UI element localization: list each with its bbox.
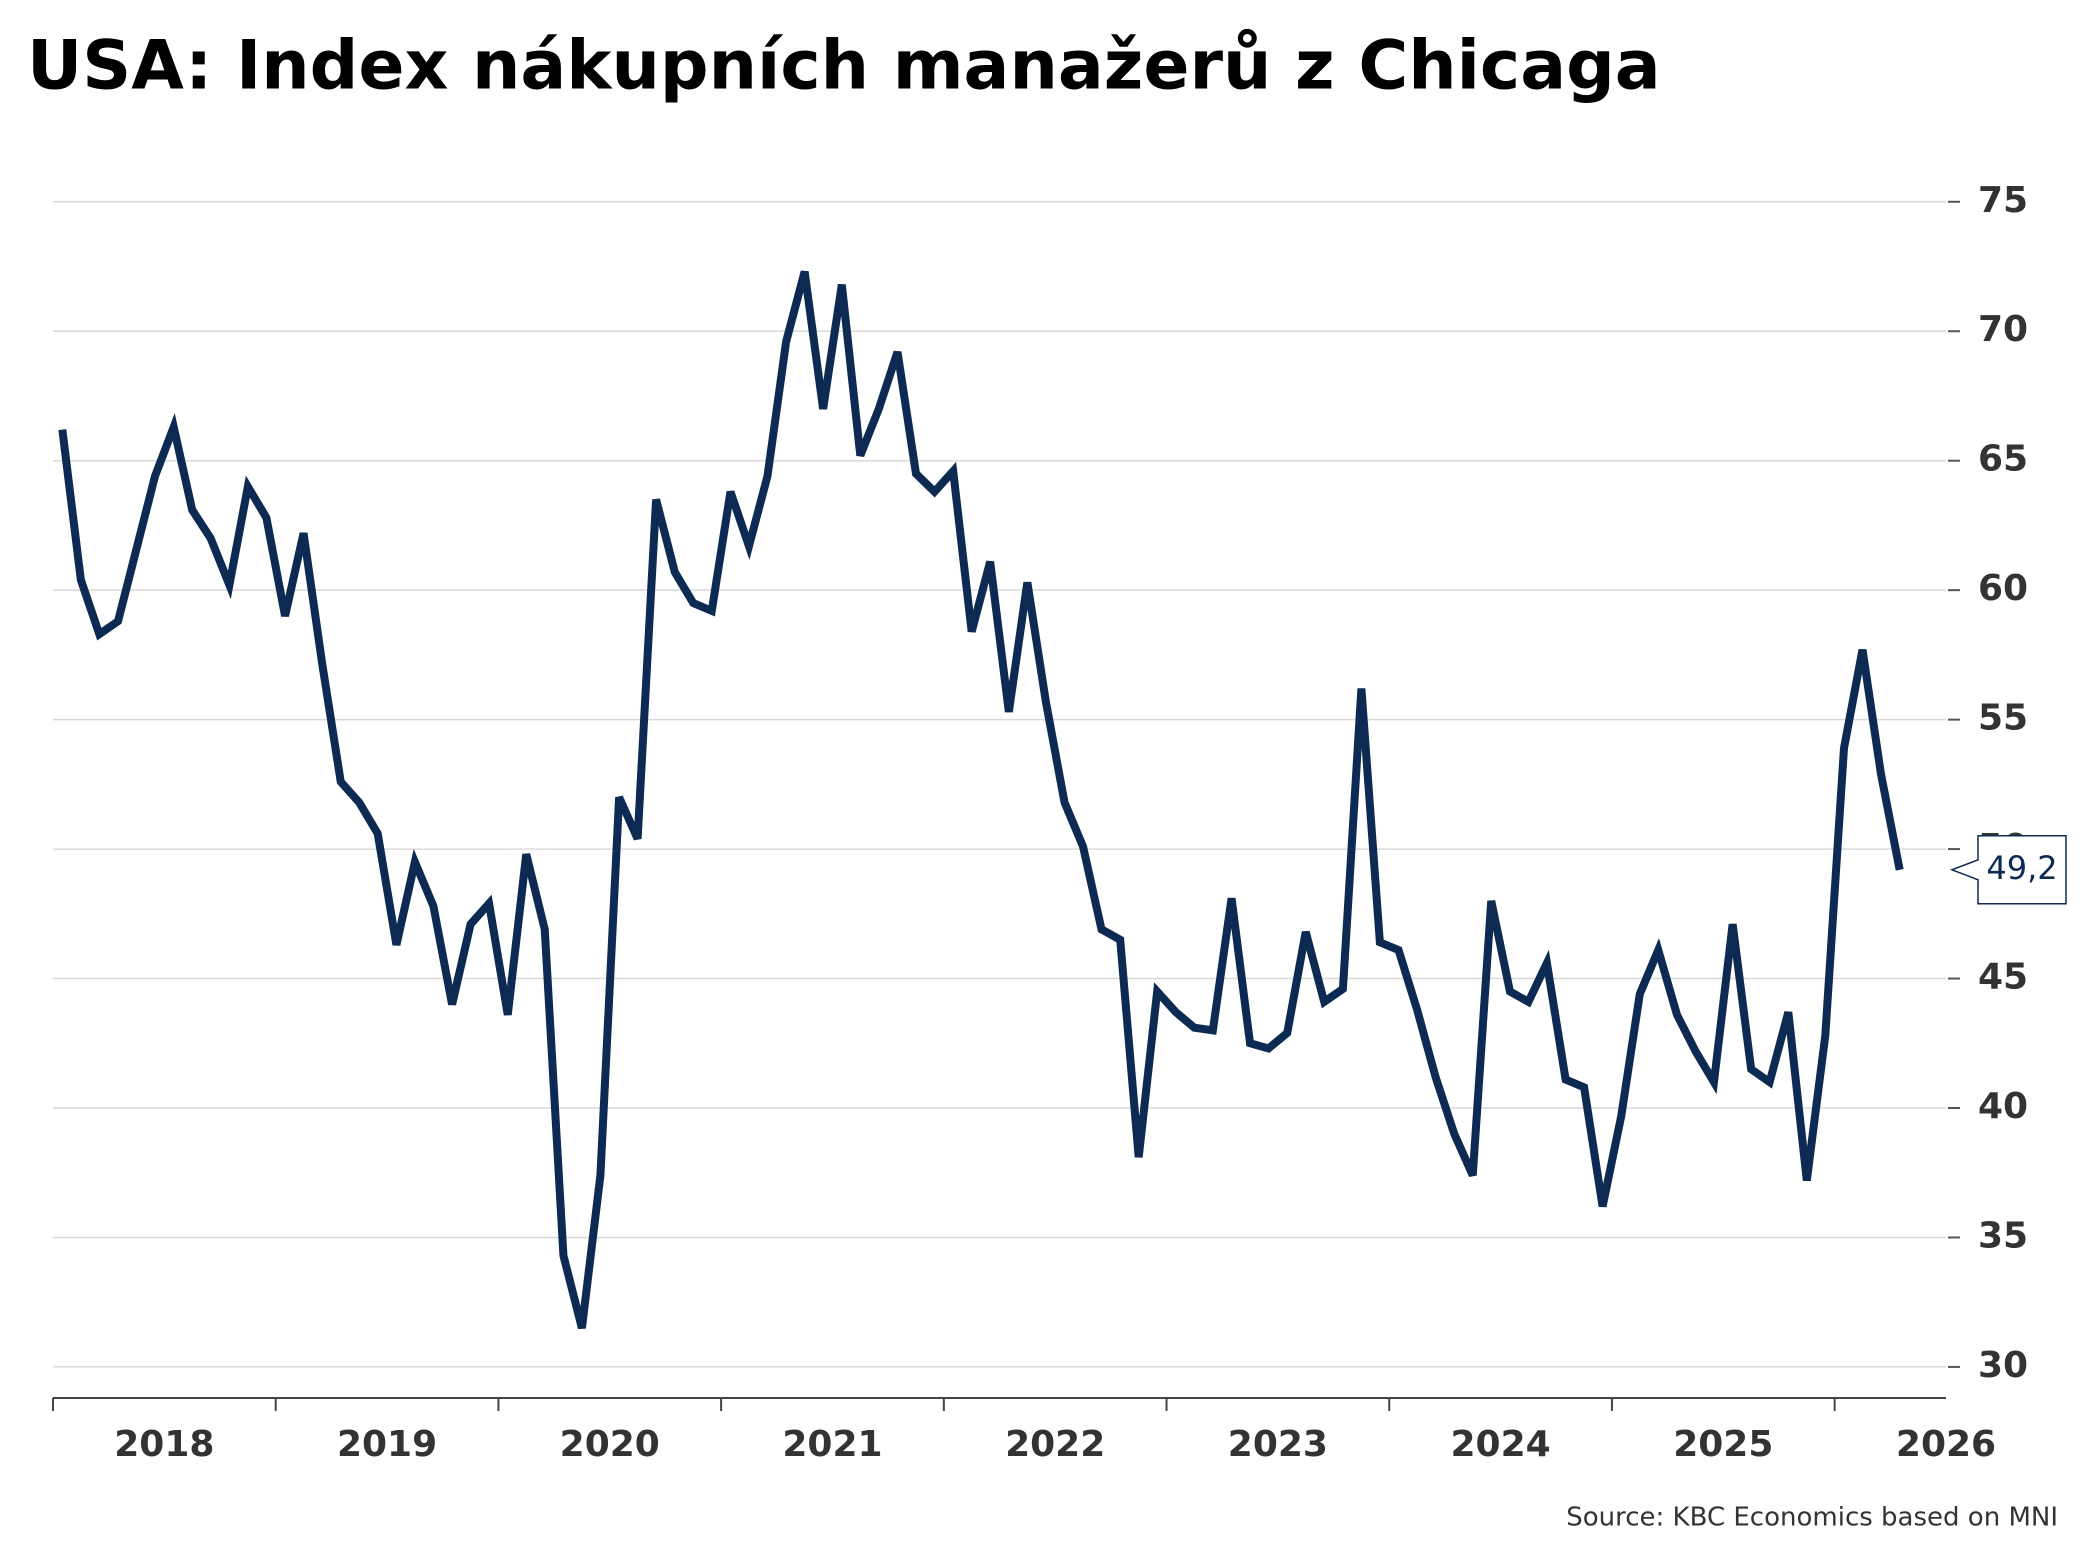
y-tick-label: 55 xyxy=(1978,698,2028,739)
x-tick-label: 2019 xyxy=(337,1424,437,1465)
x-tick-label: 2025 xyxy=(1673,1424,1773,1465)
y-tick-label: 75 xyxy=(1978,180,2028,221)
y-tick-label: 35 xyxy=(1978,1215,2028,1256)
callout-box xyxy=(1949,835,2067,905)
x-tick-label: 2020 xyxy=(560,1424,660,1465)
x-tick-label: 2024 xyxy=(1450,1424,1550,1465)
y-tick-label: 60 xyxy=(1978,568,2028,609)
x-tick-label: 2018 xyxy=(114,1424,214,1465)
y-tick-label: 45 xyxy=(1978,957,2028,998)
x-tick-label: 2023 xyxy=(1228,1424,1328,1465)
y-tick-label: 30 xyxy=(1978,1345,2028,1386)
y-tick-label: 40 xyxy=(1978,1086,2028,1127)
x-tick-label: 2022 xyxy=(1005,1424,1105,1465)
x-tick-label: 2026 xyxy=(1896,1424,1996,1465)
x-tick-label: 2021 xyxy=(782,1424,882,1465)
value-label: 49,2 xyxy=(1986,849,2057,887)
line xyxy=(58,270,1904,1330)
chart-title: USA: Index nákupních manažerů z Chicaga xyxy=(27,27,1661,106)
y-tick-label: 65 xyxy=(1978,439,2028,480)
y-tick-label: 70 xyxy=(1978,309,2028,350)
source: Source: KBC Economics based on MNI xyxy=(1566,1503,2058,1533)
